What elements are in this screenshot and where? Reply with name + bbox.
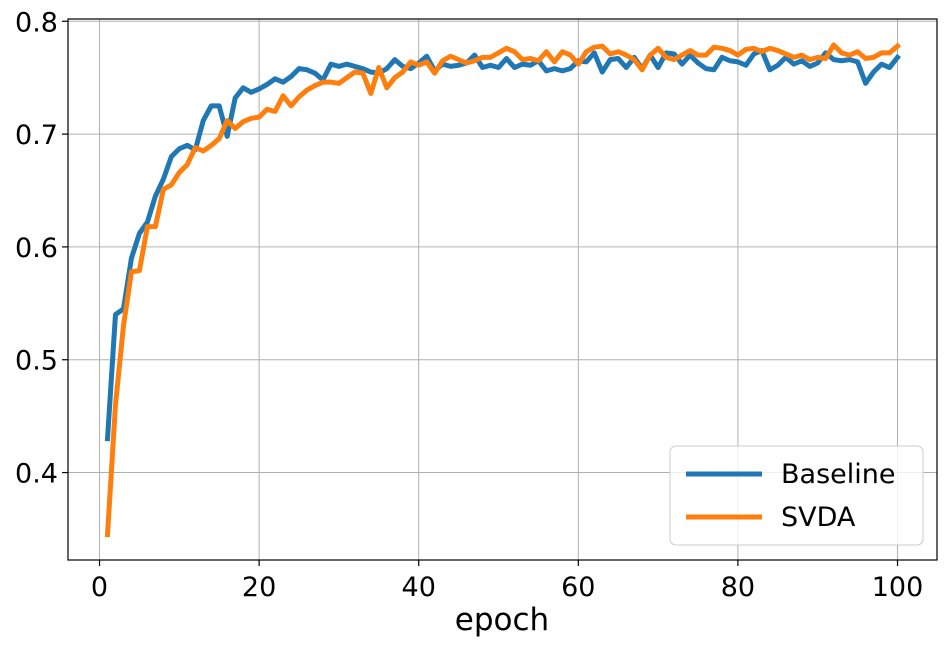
y-axis: 0.4 0.5 0.6 0.7 0.8: [15, 7, 68, 490]
x-tick-label: 40: [402, 572, 436, 603]
x-tick-label: 60: [561, 572, 595, 603]
y-tick-label: 0.4: [15, 459, 58, 490]
legend-label-svda: SVDA: [781, 502, 856, 533]
y-tick-label: 0.7: [15, 120, 58, 151]
x-tick-label: 0: [91, 572, 108, 603]
x-axis-label: epoch: [455, 602, 549, 638]
grid: [68, 19, 937, 560]
x-tick-label: 100: [872, 572, 924, 603]
svda-line: [104, 42, 902, 538]
x-tick-label: 20: [242, 572, 276, 603]
y-tick-label: 0.8: [15, 7, 58, 38]
y-tick-label: 0.5: [15, 346, 58, 377]
series-group: [104, 42, 902, 538]
y-tick-label: 0.6: [15, 233, 58, 264]
legend: Baseline SVDA: [669, 445, 924, 546]
baseline-line: [104, 48, 902, 442]
legend-box: [669, 445, 924, 546]
legend-label-baseline: Baseline: [781, 459, 895, 490]
x-axis: 0 20 40 60 80 100: [91, 560, 923, 603]
plot-frame: [67, 18, 938, 561]
x-tick-label: 80: [721, 572, 755, 603]
